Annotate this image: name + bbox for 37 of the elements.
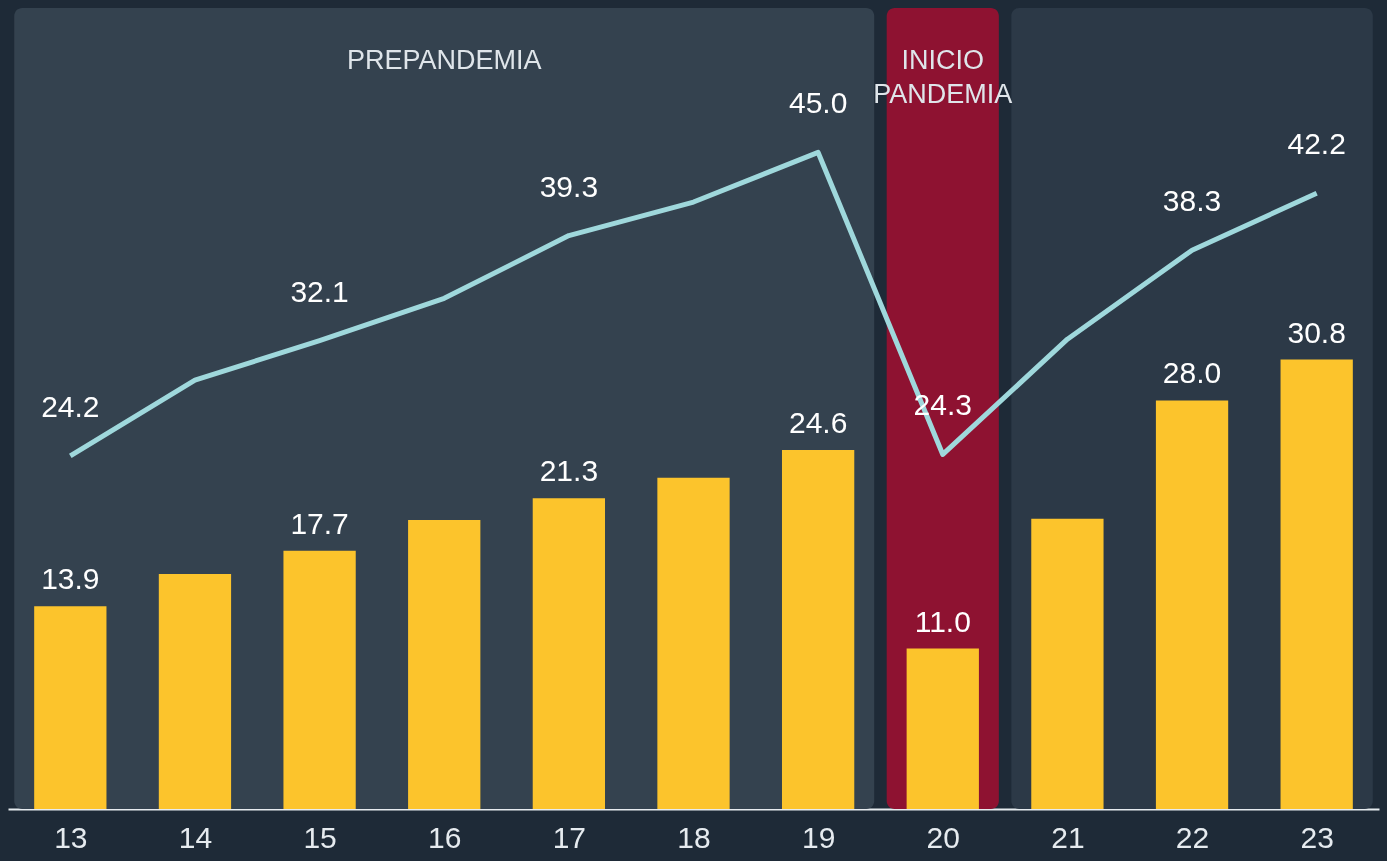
bar [906,648,979,809]
bar [781,450,855,809]
bar [1280,359,1353,809]
bar [34,606,107,809]
data-label: 13.9 [41,562,100,596]
data-label: 21.3 [539,454,599,488]
bar [283,550,356,809]
band-label: INICIO PANDEMIA [873,45,1013,109]
data-label: 42.2 [1287,127,1346,161]
data-label: 11.0 [914,604,971,638]
bar [532,498,606,809]
bar [657,477,730,809]
data-label: 38.3 [1162,184,1222,218]
band-label: PREPANDEMIA [346,45,542,75]
bar [1155,400,1229,809]
x-tick-label: 22 [1175,820,1210,854]
x-tick-label: 13 [54,820,88,854]
data-label: 39.3 [539,169,599,203]
x-tick-label: 23 [1300,820,1334,854]
x-tick-label: 16 [428,820,462,854]
bar [1031,518,1104,809]
x-tick-label: 14 [178,820,213,854]
x-tick-label: 18 [677,820,711,854]
bar [408,520,481,809]
x-tick-label: 19 [801,820,836,854]
data-label: 28.0 [1162,356,1222,390]
x-tick-label: 20 [926,820,960,854]
data-label: 30.8 [1287,315,1346,349]
data-label: 24.2 [41,389,100,423]
x-tick-label: 21 [1051,820,1085,854]
bar [158,574,232,809]
data-label: 45.0 [788,86,848,120]
x-tick-label: 15 [303,820,337,854]
data-label: 32.1 [290,274,349,308]
data-label: 24.6 [788,406,848,440]
data-label: 17.7 [290,506,349,540]
x-tick-label: 17 [552,820,587,854]
